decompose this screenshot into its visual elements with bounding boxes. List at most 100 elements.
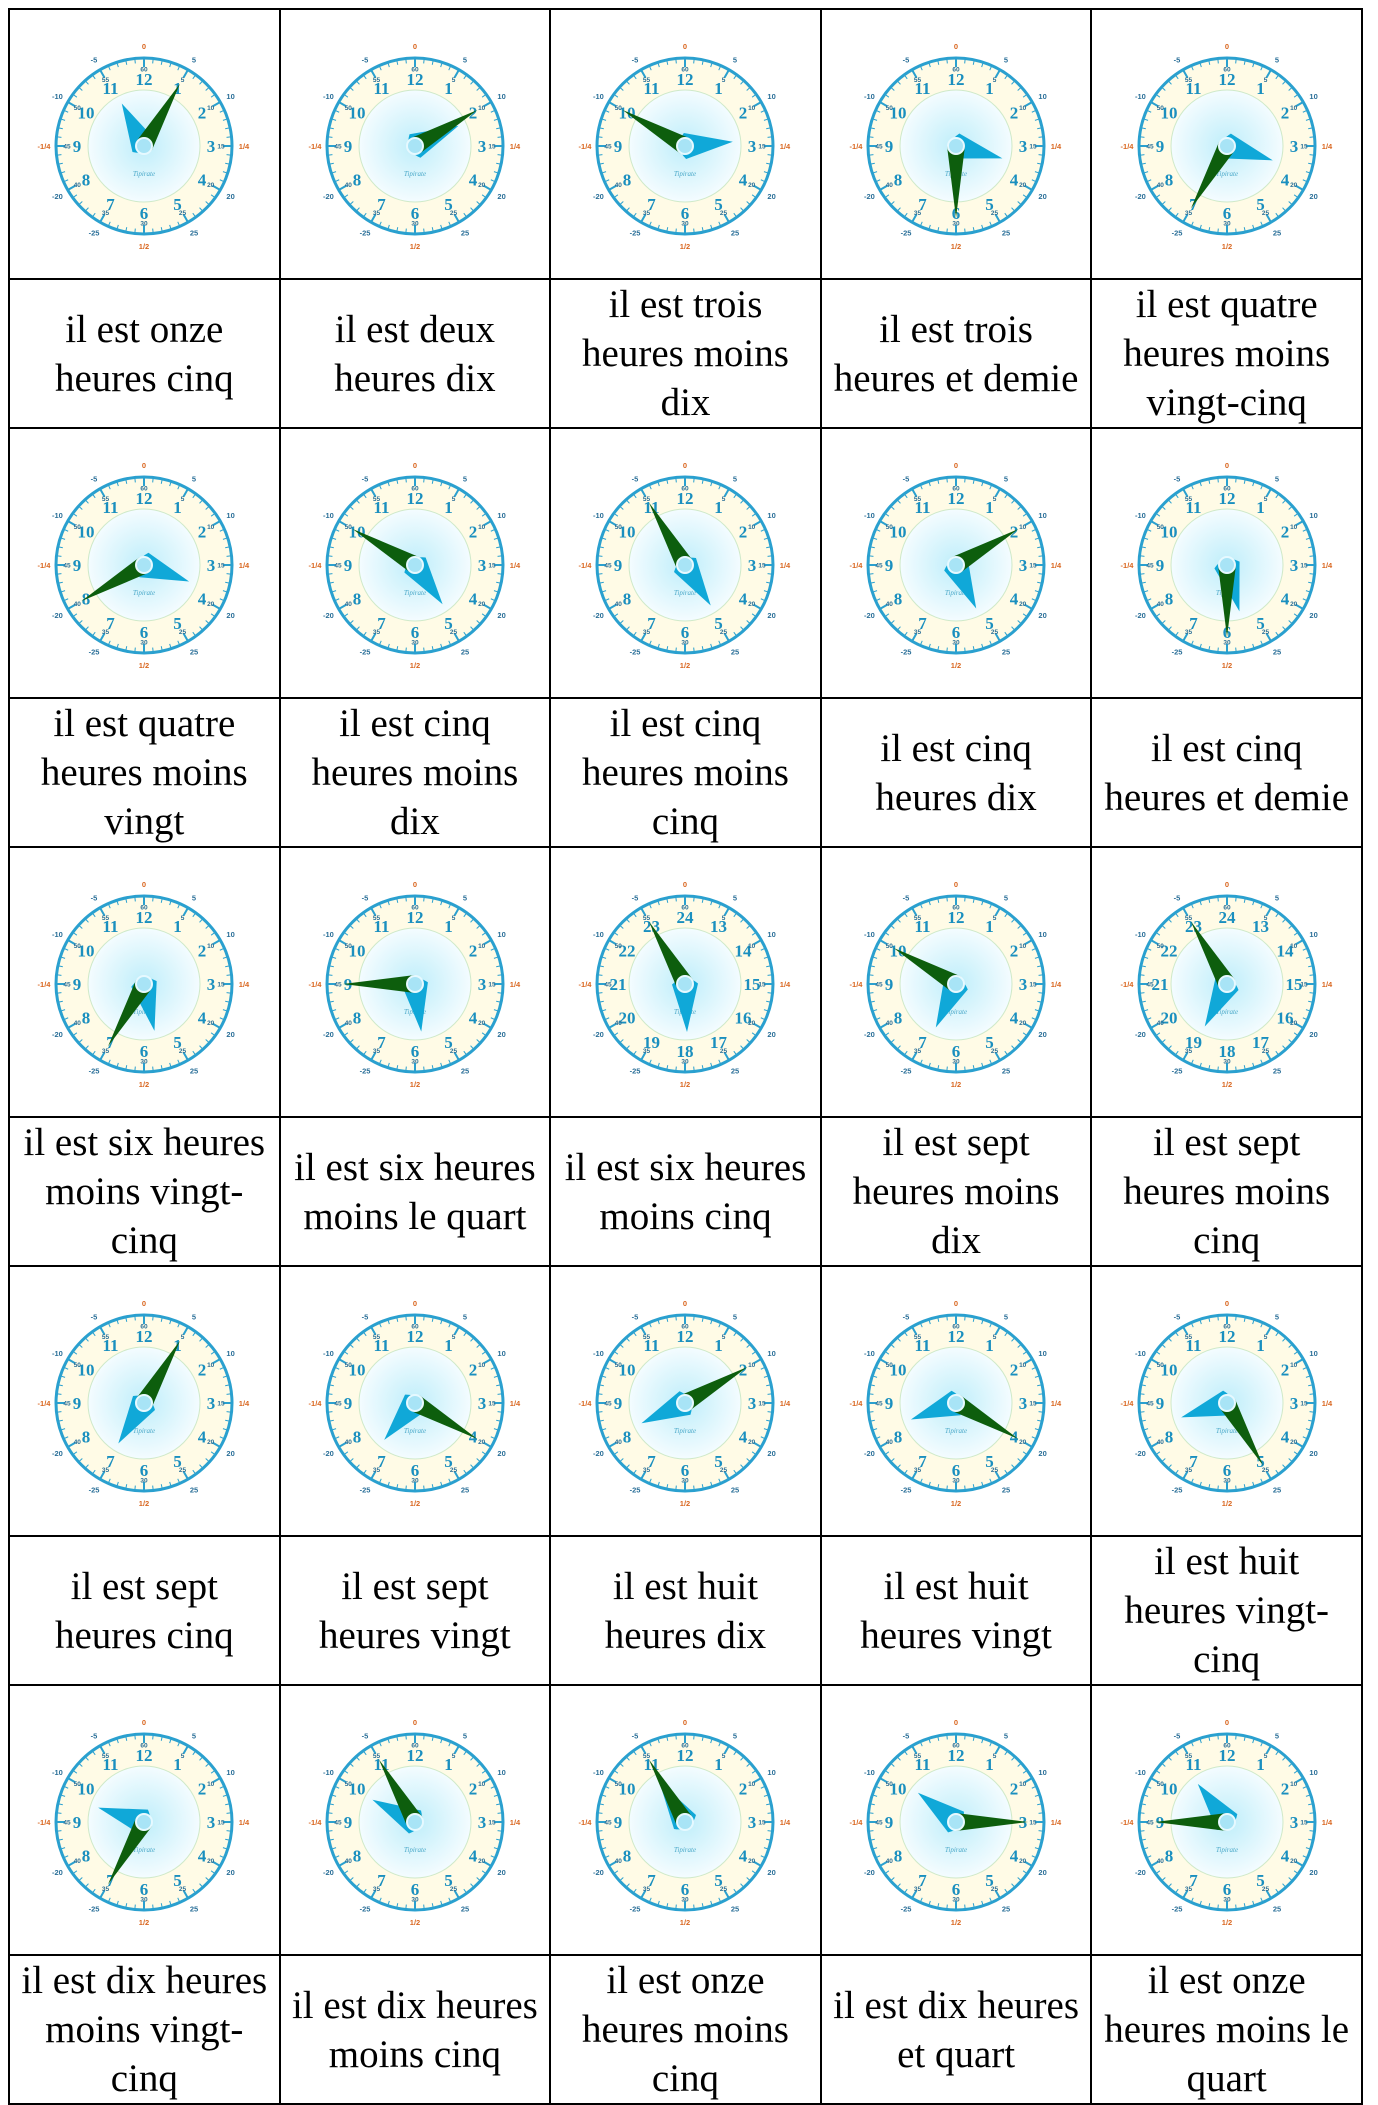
hour-number: 6 <box>1222 204 1231 223</box>
minute-number: 25 <box>991 210 999 217</box>
minute-number: 15 <box>488 563 496 570</box>
hour-number: 1 <box>985 1336 994 1355</box>
minute-number: 25 <box>1262 1886 1270 1893</box>
minute-number: 30 <box>141 640 149 647</box>
minute-number: 35 <box>1185 1886 1193 1893</box>
minute-number: 45 <box>334 144 342 151</box>
minute-number: 55 <box>373 496 381 503</box>
hour-number: 6 <box>952 1042 961 1061</box>
outer-label: -20 <box>593 611 604 620</box>
outer-label: -25 <box>359 229 370 238</box>
outer-label: 20 <box>1039 611 1047 620</box>
hour-number: 9 <box>614 556 623 575</box>
clock: 12600155210103151/442020525256301/2735-2… <box>1120 461 1333 670</box>
hour-number: 1 <box>174 1755 183 1774</box>
brand-label: Tipirate <box>1216 1008 1238 1016</box>
hour-number: 5 <box>715 614 724 633</box>
minute-number: 5 <box>993 915 997 922</box>
minute-number: 50 <box>345 1781 353 1788</box>
minute-number: 40 <box>615 1858 623 1865</box>
outer-label: 0 <box>1225 880 1229 889</box>
hour-number: 1 <box>715 498 724 517</box>
outer-label: 1/2 <box>951 242 961 251</box>
hour-number: 2 <box>739 1780 748 1799</box>
brand-label: Tipirate <box>674 1427 696 1435</box>
outer-label: 10 <box>227 1349 235 1358</box>
minute-number: 10 <box>1019 1362 1027 1369</box>
hour-hand <box>679 133 734 159</box>
hour-number: 5 <box>985 1033 994 1052</box>
minute-number: 50 <box>74 1362 82 1369</box>
minute-number: 50 <box>615 524 623 531</box>
hour-number: 12 <box>136 1746 153 1765</box>
outer-label: 1/4 <box>1321 980 1332 989</box>
minute-number: 10 <box>1019 105 1027 112</box>
hour-number: 1 <box>985 1755 994 1774</box>
minute-number: 15 <box>1300 144 1308 151</box>
hour-number: 11 <box>644 79 660 98</box>
hour-number: 12 <box>406 489 423 508</box>
caption-cell: il est huit heures vingt <box>819 1535 1093 1686</box>
hour-number: 8 <box>894 1847 903 1866</box>
minute-number: 60 <box>682 1743 690 1750</box>
brand-label: Tipirate <box>945 1008 967 1016</box>
minute-number: 5 <box>993 1753 997 1760</box>
hour-number: 19 <box>643 1033 660 1052</box>
hour-number: 4 <box>1280 1847 1289 1866</box>
minute-number: 10 <box>207 105 215 112</box>
hour-number: 5 <box>1256 1871 1265 1890</box>
hour-number: 2 <box>1010 1780 1019 1799</box>
outer-label: -1/4 <box>579 1399 593 1408</box>
hour-number: 21 <box>1151 975 1168 994</box>
minute-number: 55 <box>914 915 922 922</box>
hour-number: 5 <box>1256 614 1265 633</box>
minute-number: 5 <box>1263 77 1267 84</box>
hour-number: 2 <box>469 1361 478 1380</box>
outer-label: -20 <box>52 1868 63 1877</box>
hour-number: 3 <box>207 1813 216 1832</box>
hour-number: 7 <box>377 1033 386 1052</box>
clock-cell: 12600155210103151/442020525256301/2735-2… <box>1090 1265 1363 1537</box>
minute-number: 40 <box>1156 601 1164 608</box>
minute-number: 35 <box>373 1467 381 1474</box>
hour-number: 12 <box>136 908 153 927</box>
clock-hub <box>1217 1394 1236 1412</box>
minute-number: 45 <box>1146 982 1154 989</box>
outer-label: -20 <box>1135 1868 1146 1877</box>
minute-number: 45 <box>334 982 342 989</box>
time-caption: il est dix heures moins vingt-cinq <box>21 1959 268 2100</box>
minute-number: 45 <box>1146 563 1154 570</box>
outer-label: 10 <box>1039 1768 1047 1777</box>
hour-number: 1 <box>444 498 453 517</box>
outer-label: 1/4 <box>780 1399 791 1408</box>
hour-number: 11 <box>103 1336 119 1355</box>
minute-number: 60 <box>682 67 690 74</box>
hour-number: 9 <box>73 556 82 575</box>
minute-hand <box>893 948 962 992</box>
hour-number: 5 <box>444 1033 453 1052</box>
hour-number: 2 <box>739 523 748 542</box>
hour-number: 7 <box>1189 1452 1198 1471</box>
minute-number: 35 <box>102 210 110 217</box>
hour-number: 7 <box>918 1033 927 1052</box>
minute-number: 40 <box>886 601 894 608</box>
hour-number: 17 <box>710 1033 728 1052</box>
outer-label: -1/4 <box>1120 142 1134 151</box>
outer-label: 25 <box>731 1486 739 1495</box>
outer-label: -10 <box>1135 1768 1146 1777</box>
minute-number: 30 <box>411 221 419 228</box>
minute-number: 45 <box>875 1401 883 1408</box>
hour-number: 1 <box>1256 498 1265 517</box>
outer-label: 5 <box>1275 474 1279 483</box>
minute-number: 35 <box>914 1048 922 1055</box>
minute-number: 35 <box>914 210 922 217</box>
minute-number: 35 <box>643 629 651 636</box>
outer-label: -25 <box>359 1905 370 1914</box>
minute-number: 30 <box>141 1478 149 1485</box>
outer-label: -25 <box>901 1486 912 1495</box>
time-caption: il est onze heures moins le quart <box>1104 1959 1350 2100</box>
outer-label: -10 <box>52 92 63 101</box>
minute-number: 5 <box>993 77 997 84</box>
clock: 12600155210103151/442020525256301/2735-2… <box>38 1299 251 1508</box>
outer-label: -1/4 <box>850 1399 864 1408</box>
